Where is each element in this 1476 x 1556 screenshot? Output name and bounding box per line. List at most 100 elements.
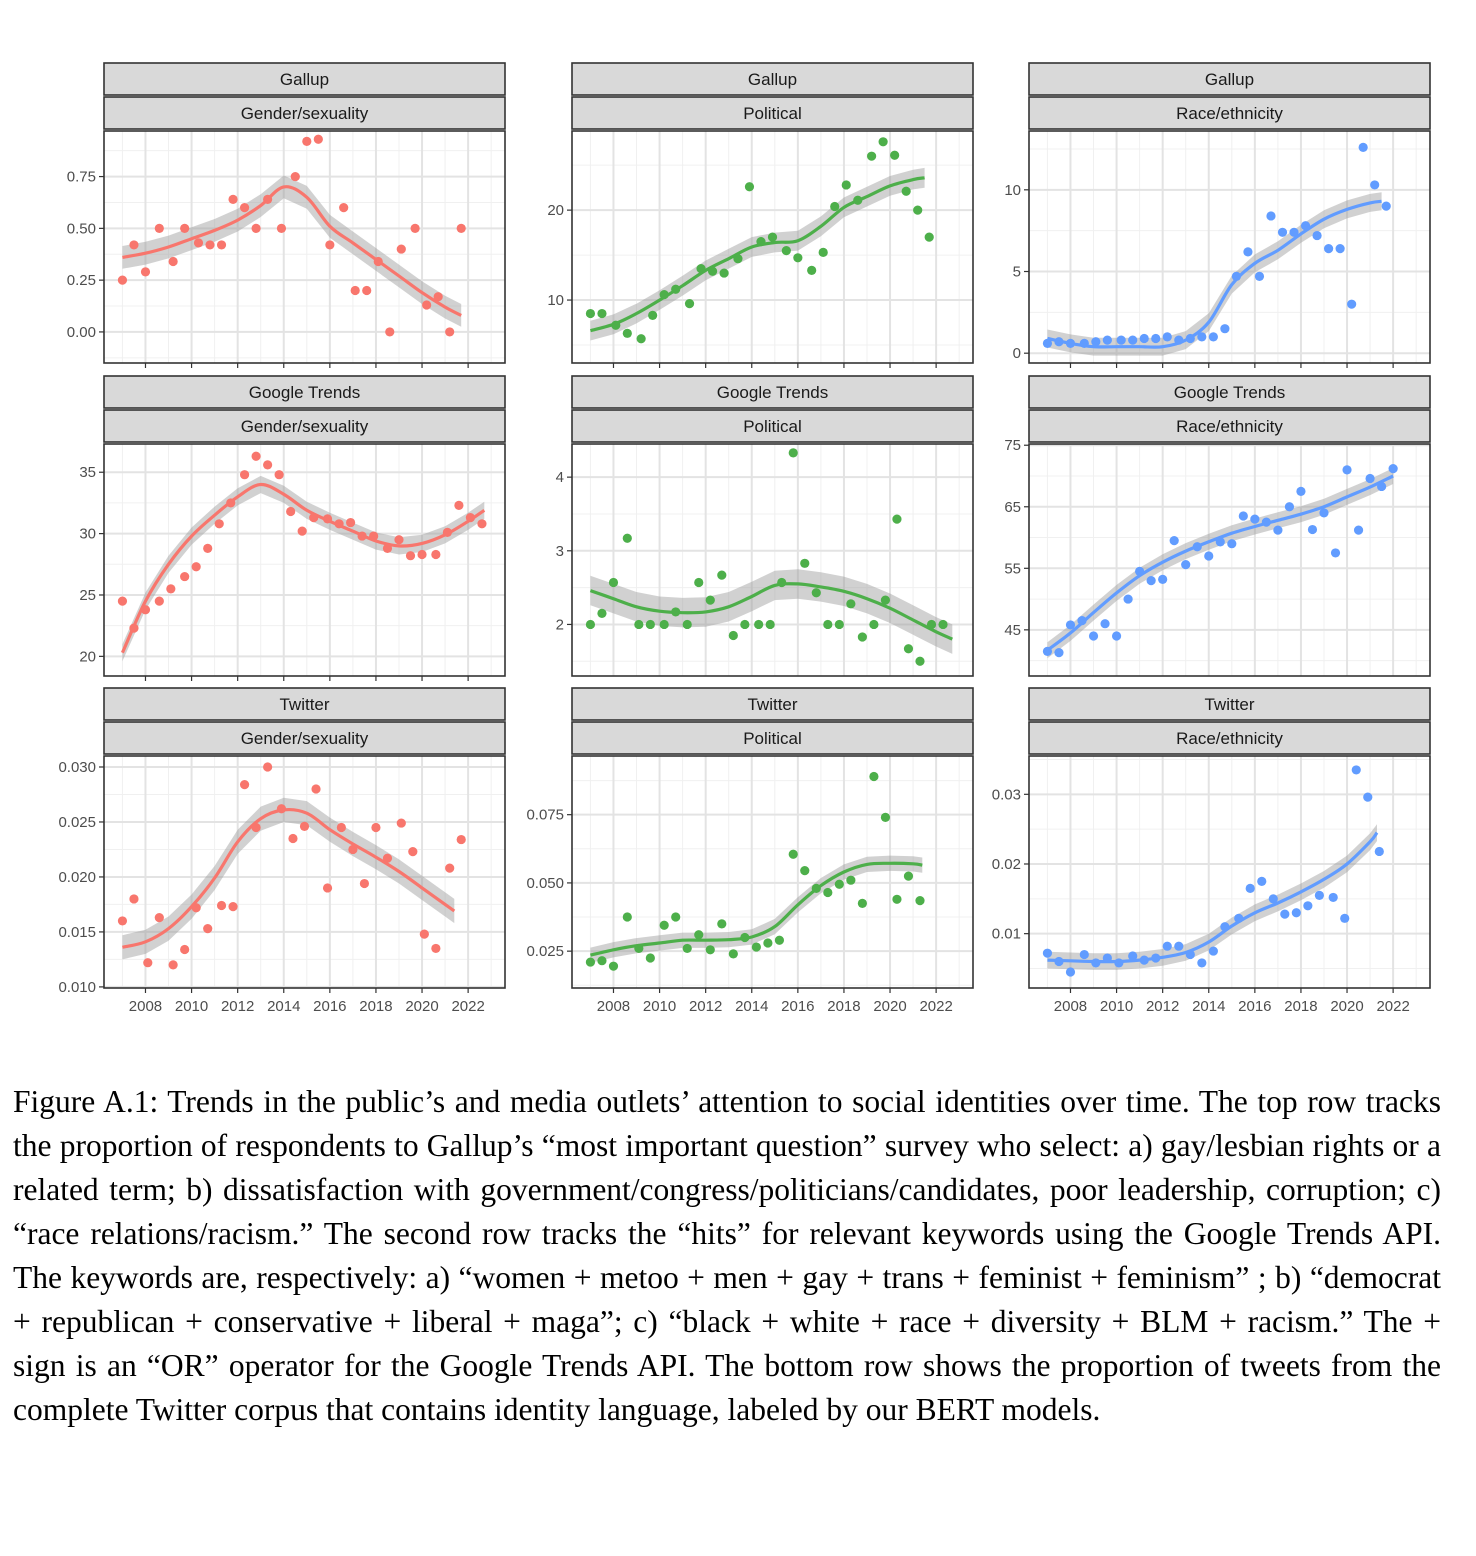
panel-4-data-point: [394, 535, 404, 545]
panel-5-data-point: [800, 558, 810, 568]
panel-7-data-point: [168, 960, 178, 970]
panel-8-data-point: [823, 887, 833, 898]
panel-4-data-point: [442, 527, 452, 537]
panel-5-data-point: [682, 619, 692, 630]
panel-8-data-point: [728, 949, 738, 959]
panel-8-data-point: [608, 961, 619, 971]
panel-6-data-point: [1330, 548, 1341, 558]
panel-7-data-point: [371, 822, 381, 833]
panel-2-data-point: [597, 308, 607, 319]
panel-7-y-tick-label: 0.010: [58, 979, 96, 996]
panel-4-confidence-band: [122, 475, 485, 662]
panel-9-data-point: [1303, 901, 1313, 911]
panel-2-source-label: Gallup: [748, 70, 797, 89]
panel-8-y-tick-label: 0.025: [526, 943, 564, 960]
panel-7-x-tick-label: 2014: [267, 998, 300, 1015]
panel-3-data-point: [1185, 333, 1195, 344]
panel-2-data-point: [659, 290, 669, 300]
panel-9-y-tick-label: 0.03: [992, 786, 1021, 803]
panel-4-data-point: [274, 470, 284, 480]
figure-grid: GallupGender/sexuality0.000.250.500.7520…: [58, 62, 1431, 1015]
panel-8-data-point: [751, 942, 761, 952]
panel-3-plot-area: [1029, 131, 1430, 363]
panel-7-data-point: [239, 779, 250, 790]
panel-8-x-tick-label: 2008: [597, 998, 630, 1015]
panel-7-data-point: [216, 900, 227, 911]
panel-9-data-point: [1185, 949, 1195, 960]
panel-1-data-point: [410, 223, 420, 233]
panel-5-data-point: [765, 619, 775, 630]
panel-3-data-point: [1079, 338, 1089, 348]
panel-8-trend-line: [590, 861, 923, 957]
panel-8-data-point: [682, 943, 692, 954]
panel-3-data-point: [1054, 337, 1064, 347]
panel-3-data-point: [1128, 335, 1138, 345]
panel-1-data-point: [251, 223, 261, 233]
panel-8-data-point: [892, 894, 902, 904]
panel-7-data-point: [129, 894, 139, 904]
panel-4-data-point: [154, 596, 164, 606]
panel-8-data-point: [585, 957, 596, 967]
panel-9-data-point: [1208, 946, 1218, 956]
panel-8-data-point: [717, 919, 727, 929]
panel-7-y-tick-label: 0.015: [58, 924, 96, 941]
panel-4-data-point: [334, 519, 344, 529]
panel-2-data-point: [924, 232, 934, 242]
panel-5-data-point: [880, 595, 891, 605]
panel-7-data-point: [322, 883, 333, 893]
panel-7-y-tick-label: 0.030: [58, 759, 96, 776]
panel-9-data-point: [1328, 892, 1338, 903]
panel-8-data-point: [903, 871, 914, 881]
panel-9-data-point: [1114, 958, 1124, 968]
panel-7-data-point: [431, 943, 441, 954]
panel-5-data-point: [728, 630, 738, 641]
panel-6-category-strip: [1028, 409, 1431, 443]
panel-5-data-point: [671, 607, 681, 617]
panel-7-data-point: [263, 762, 273, 772]
panel-6-border: [1028, 443, 1431, 677]
panel-5-data-point: [705, 595, 715, 605]
panel-8-data-point: [694, 930, 704, 940]
panel-5-data-point: [938, 619, 948, 630]
panel-9-data-point: [1363, 792, 1373, 802]
panel-8-x-tick-label: 2022: [919, 998, 952, 1015]
panel-6-data-point: [1146, 576, 1156, 586]
panel-2-data-point: [807, 265, 817, 275]
panel-5-y-tick-label: 4: [556, 469, 564, 486]
panel-9-source-strip: [1028, 687, 1431, 721]
panel-5-data-point: [869, 619, 879, 630]
panel-7-category-label: Gender/sexuality: [241, 729, 369, 748]
panel-6-data-point: [1227, 539, 1237, 549]
panel-2-category-strip: [571, 96, 974, 130]
panel-4-data-point: [251, 451, 261, 461]
panel-3-data-point: [1370, 180, 1380, 190]
panel-9-data-point: [1065, 967, 1076, 977]
panel-6-data-point: [1181, 560, 1191, 570]
panel-4-data-point: [166, 584, 176, 594]
panel-6-data-point: [1192, 542, 1202, 552]
figure-caption: Figure A.1: Trends in the public’s and m…: [13, 1084, 1441, 1427]
panel-7-border: [103, 755, 506, 989]
panel-6-data-point: [1158, 574, 1168, 584]
panel-8-data-point: [834, 879, 844, 889]
panel-3-data-point: [1116, 335, 1126, 345]
panel-1-data-point: [216, 240, 227, 250]
panel-5-data-point: [846, 599, 856, 609]
panel-5-data-point: [823, 619, 833, 630]
panel-3-y-tick-label: 10: [1004, 182, 1021, 199]
panel-2-data-point: [622, 328, 632, 338]
panel-7-data-point: [445, 863, 455, 873]
panel-5-data-point: [834, 619, 844, 630]
panel-8-source-strip: [571, 687, 974, 721]
panel-8-border: [571, 755, 974, 989]
panel-5-source-strip: [571, 375, 974, 409]
panel-1-data-point: [445, 327, 455, 337]
panel-2-data-point: [719, 268, 729, 278]
panel-5-data-point: [857, 632, 867, 642]
panel-5-border: [571, 443, 974, 677]
panel-3-data-point: [1151, 333, 1161, 344]
panel-6-data-point: [1377, 481, 1387, 492]
panel-9-data-point: [1174, 941, 1184, 951]
panel-5-category-strip: [571, 409, 974, 443]
panel-5-y-tick-label: 3: [556, 543, 564, 560]
